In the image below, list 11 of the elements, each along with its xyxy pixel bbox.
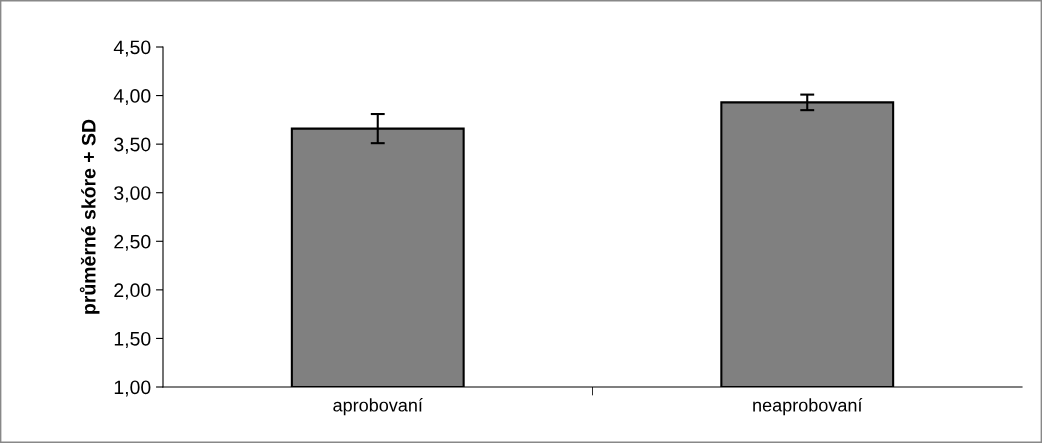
y-tick-label: 4,00 bbox=[113, 89, 151, 106]
y-axis-title: průměrné skóre + SD bbox=[79, 119, 100, 314]
y-tick-label: 4,50 bbox=[113, 40, 151, 57]
x-tick-label: aprobovaní bbox=[333, 398, 423, 416]
x-tick-label: neaprobovaní bbox=[753, 398, 863, 416]
y-tick-label: 2,50 bbox=[114, 234, 151, 251]
y-tick-label: 2,00 bbox=[114, 283, 151, 300]
y-tick-label: 3,50 bbox=[114, 137, 151, 154]
y-tick-label: 1,50 bbox=[114, 331, 151, 348]
y-tick-label: 1,00 bbox=[114, 380, 151, 397]
y-tick-label: 3,00 bbox=[114, 186, 151, 203]
